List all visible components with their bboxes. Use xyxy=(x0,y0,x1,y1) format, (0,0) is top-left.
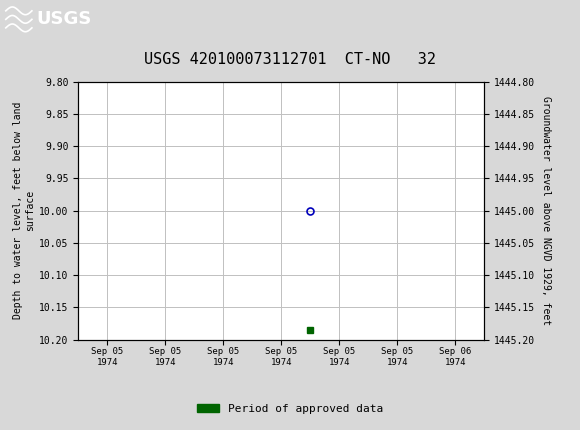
Y-axis label: Groundwater level above NGVD 1929, feet: Groundwater level above NGVD 1929, feet xyxy=(541,96,550,325)
Y-axis label: Depth to water level, feet below land
surface: Depth to water level, feet below land su… xyxy=(13,102,35,319)
Text: USGS: USGS xyxy=(36,10,91,28)
Text: USGS 420100073112701  CT-NO   32: USGS 420100073112701 CT-NO 32 xyxy=(144,52,436,68)
Legend: Period of approved data: Period of approved data xyxy=(193,399,387,418)
